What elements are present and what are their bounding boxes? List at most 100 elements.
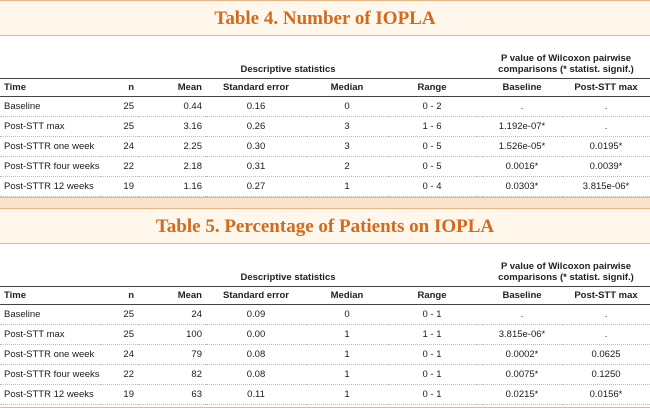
cell-post-stt-max: 0.0625 xyxy=(562,344,650,365)
cell-baseline: 3.815e-06* xyxy=(482,324,562,345)
cell-median: 1 xyxy=(306,176,388,197)
table-5-panel: Table 5. Percentage of Patients on IOPLA… xyxy=(0,208,650,408)
cell-range: 0 - 4 xyxy=(388,176,476,197)
col-header-baseline: Baseline xyxy=(482,286,562,305)
cell-baseline: 1.192e-07* xyxy=(482,116,562,137)
cell-post-stt-max: 0.0195* xyxy=(562,136,650,157)
cell-median: 0 xyxy=(306,304,388,325)
table-row: Post-STTR four weeks 22 82 0.08 1 0 - 1 … xyxy=(0,364,650,385)
col-header-mean: Mean xyxy=(138,286,206,305)
cell-se: 0.00 xyxy=(206,324,306,345)
cell-time: Post-STTR four weeks xyxy=(0,156,100,177)
cell-se: 0.27 xyxy=(206,176,306,197)
cell-se: 0.11 xyxy=(206,384,306,405)
cell-mean: 3.16 xyxy=(138,116,206,137)
cell-median: 1 xyxy=(306,364,388,385)
cell-range: 0 - 5 xyxy=(388,136,476,157)
cell-time: Post-STTR one week xyxy=(0,344,100,365)
cell-post-stt-max: 0.0156* xyxy=(562,384,650,405)
cell-median: 0 xyxy=(306,96,388,117)
cell-time: Post-STT max xyxy=(0,324,100,345)
cell-time: Post-STTR 12 weeks xyxy=(0,176,100,197)
table-row: Post-STTR one week 24 2.25 0.30 3 0 - 5 … xyxy=(0,136,650,157)
cell-range: 0 - 2 xyxy=(388,96,476,117)
cell-median: 3 xyxy=(306,116,388,137)
table-row: Post-STTR one week 24 79 0.08 1 0 - 1 0.… xyxy=(0,344,650,365)
cell-baseline: 0.0303* xyxy=(482,176,562,197)
cell-time: Post-STTR one week xyxy=(0,136,100,157)
cell-n: 25 xyxy=(100,304,138,325)
cell-time: Post-STTR 12 weeks xyxy=(0,384,100,405)
cell-se: 0.26 xyxy=(206,116,306,137)
table-row: Post-STT max 25 100 0.00 1 1 - 1 3.815e-… xyxy=(0,324,650,345)
table-row: Post-STTR 12 weeks 19 63 0.11 1 0 - 1 0.… xyxy=(0,384,650,405)
cell-n: 25 xyxy=(100,324,138,345)
table-body: Baseline 25 0.44 0.16 0 0 - 2 . . Post-S… xyxy=(0,96,650,197)
cell-mean: 79 xyxy=(138,344,206,365)
cell-baseline: 1.526e-05* xyxy=(482,136,562,157)
cell-mean: 24 xyxy=(138,304,206,325)
cell-mean: 2.25 xyxy=(138,136,206,157)
group-header-row: Descriptive statistics P value of Wilcox… xyxy=(0,244,650,287)
cell-baseline: . xyxy=(482,304,562,325)
group-header-row: Descriptive statistics P value of Wilcox… xyxy=(0,36,650,79)
cell-se: 0.16 xyxy=(206,96,306,117)
table-row: Baseline 25 24 0.09 0 0 - 1 . . xyxy=(0,304,650,325)
descriptive-stats-header: Descriptive statistics xyxy=(240,272,336,283)
data-table: Descriptive statistics P value of Wilcox… xyxy=(0,36,650,197)
cell-se: 0.30 xyxy=(206,136,306,157)
cell-time: Baseline xyxy=(0,304,100,325)
cell-baseline: . xyxy=(482,96,562,117)
cell-mean: 0.44 xyxy=(138,96,206,117)
column-header-row: Time n Mean Standard error Median Range … xyxy=(0,78,650,97)
col-header-mean: Mean xyxy=(138,78,206,97)
cell-range: 0 - 1 xyxy=(388,344,476,365)
col-header-time: Time xyxy=(0,78,100,97)
col-header-post-stt-max: Post-STT max xyxy=(562,78,650,97)
cell-range: 0 - 1 xyxy=(388,384,476,405)
cell-mean: 2.18 xyxy=(138,156,206,177)
cell-time: Baseline xyxy=(0,96,100,117)
descriptive-stats-header: Descriptive statistics xyxy=(240,64,336,75)
cell-n: 22 xyxy=(100,156,138,177)
col-header-post-stt-max: Post-STT max xyxy=(562,286,650,305)
table-4-panel: Table 4. Number of IOPLA Descriptive sta… xyxy=(0,0,650,198)
table-body: Baseline 25 24 0.09 0 0 - 1 . . Post-STT… xyxy=(0,304,650,405)
pvalue-group-header: P value of Wilcoxon pairwise comparisons… xyxy=(498,53,634,75)
cell-n: 25 xyxy=(100,96,138,117)
column-header-row: Time n Mean Standard error Median Range … xyxy=(0,286,650,305)
data-table: Descriptive statistics P value of Wilcox… xyxy=(0,244,650,405)
cell-range: 0 - 5 xyxy=(388,156,476,177)
col-header-baseline: Baseline xyxy=(482,78,562,97)
cell-time: Post-STTR four weeks xyxy=(0,364,100,385)
cell-n: 25 xyxy=(100,116,138,137)
cell-range: 1 - 1 xyxy=(388,324,476,345)
cell-se: 0.31 xyxy=(206,156,306,177)
col-header-n: n xyxy=(100,286,138,305)
cell-median: 1 xyxy=(306,384,388,405)
cell-n: 19 xyxy=(100,384,138,405)
table-title: Table 4. Number of IOPLA xyxy=(0,1,650,36)
cell-n: 24 xyxy=(100,136,138,157)
cell-range: 0 - 1 xyxy=(388,304,476,325)
cell-n: 24 xyxy=(100,344,138,365)
col-header-range: Range xyxy=(388,78,476,97)
col-header-median: Median xyxy=(306,78,388,97)
cell-median: 2 xyxy=(306,156,388,177)
cell-post-stt-max: 3.815e-06* xyxy=(562,176,650,197)
col-header-se: Standard error xyxy=(206,286,306,305)
col-header-range: Range xyxy=(388,286,476,305)
cell-mean: 82 xyxy=(138,364,206,385)
cell-median: 1 xyxy=(306,324,388,345)
cell-mean: 63 xyxy=(138,384,206,405)
cell-median: 3 xyxy=(306,136,388,157)
cell-n: 19 xyxy=(100,176,138,197)
cell-se: 0.08 xyxy=(206,344,306,365)
col-header-se: Standard error xyxy=(206,78,306,97)
cell-range: 0 - 1 xyxy=(388,364,476,385)
col-header-median: Median xyxy=(306,286,388,305)
cell-median: 1 xyxy=(306,344,388,365)
cell-post-stt-max: . xyxy=(562,304,650,325)
cell-post-stt-max: . xyxy=(562,116,650,137)
table-row: Baseline 25 0.44 0.16 0 0 - 2 . . xyxy=(0,96,650,117)
